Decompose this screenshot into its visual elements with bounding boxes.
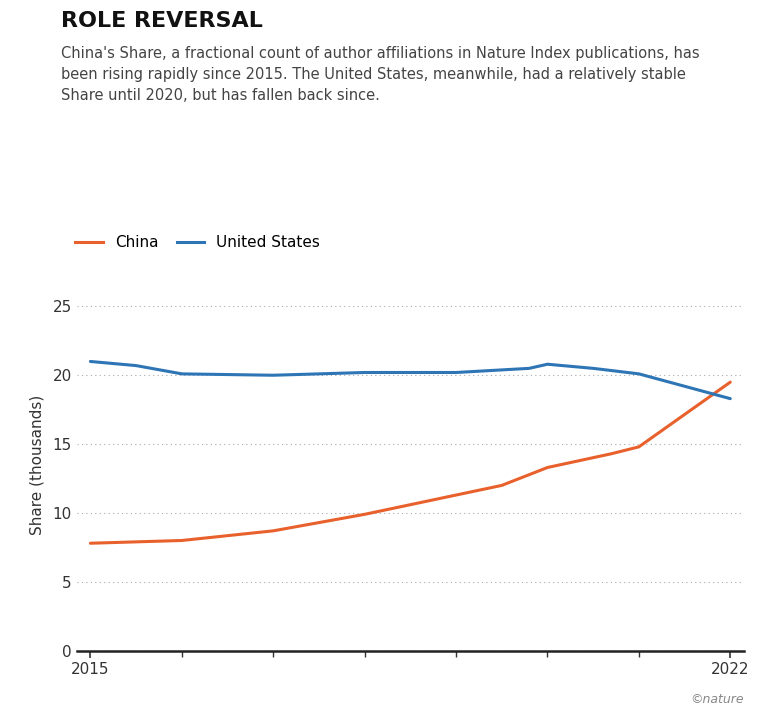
Y-axis label: Share (thousands): Share (thousands)	[29, 395, 44, 535]
Text: ©nature: ©nature	[690, 694, 744, 706]
Legend: China, United States: China, United States	[69, 230, 327, 257]
Text: China's Share, a fractional count of author affiliations in Nature Index publica: China's Share, a fractional count of aut…	[61, 46, 700, 104]
Text: ROLE REVERSAL: ROLE REVERSAL	[61, 11, 263, 31]
